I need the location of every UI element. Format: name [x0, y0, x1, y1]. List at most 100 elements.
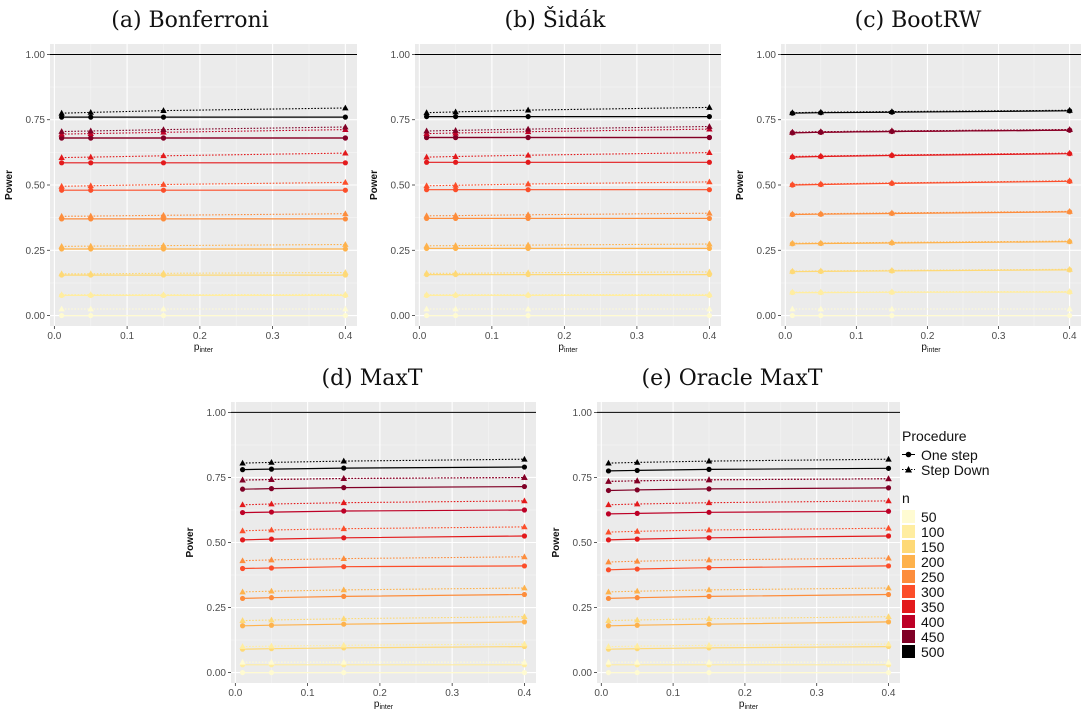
point-one-step-n150 [525, 271, 531, 278]
point-one-step-n350 [521, 533, 528, 539]
point-step-down-n300 [58, 182, 65, 189]
y-axis-label: Power [4, 170, 15, 200]
x-tick-label: 0.1 [485, 331, 499, 342]
point-one-step-n250 [605, 595, 612, 602]
point-one-step-n400 [88, 135, 94, 141]
point-step-down-n50 [239, 658, 246, 665]
x-tick-label: 0.1 [666, 688, 680, 699]
point-step-down-n250 [340, 555, 347, 562]
point-one-step-n100 [789, 289, 795, 296]
legend-item-n-450: 450 [902, 628, 989, 645]
point-one-step-n250 [885, 591, 892, 598]
series-line-step-down-n450 [61, 126, 346, 133]
color-swatch-icon [902, 630, 915, 643]
point-one-step-n250 [706, 593, 712, 599]
point-one-step-n400 [160, 135, 167, 141]
point-one-step-n300 [521, 563, 528, 569]
point-step-down-n200 [87, 242, 94, 249]
point-one-step-n350 [889, 152, 895, 159]
point-step-down-n350 [423, 153, 430, 160]
series-line-step-down-n100 [792, 290, 1070, 293]
point-one-step-n400 [239, 509, 246, 516]
legend-label-one-step: One step [921, 446, 978, 463]
x-axis-label: pinter [194, 342, 214, 354]
point-one-step-n250 [268, 595, 275, 601]
point-one-step-n400 [453, 134, 459, 141]
point-step-down-n400 [705, 476, 713, 483]
y-tick-label: 1.00 [207, 408, 227, 419]
point-step-down-n500 [58, 109, 65, 116]
series-line-one-step-n200 [608, 621, 889, 627]
point-step-down-n150 [706, 268, 713, 275]
point-one-step-n450 [634, 487, 640, 493]
panel-title-maxt: (d) MaxT [321, 366, 423, 391]
point-step-down-n450 [605, 477, 612, 484]
point-step-down-n150 [888, 266, 896, 273]
point-one-step-n350 [1067, 151, 1073, 157]
series-line-one-step-n300 [792, 180, 1070, 186]
point-one-step-n450 [706, 134, 712, 141]
legend-item-step-down: Step Down [902, 462, 989, 478]
point-step-down-n150 [885, 613, 892, 620]
point-step-down-n50 [521, 658, 528, 665]
point-one-step-n200 [268, 622, 275, 628]
point-one-step-n500 [818, 110, 824, 116]
x-tick-label: 0.0 [778, 331, 792, 342]
point-one-step-n250 [160, 216, 167, 222]
point-step-down-n200 [1066, 237, 1073, 244]
point-step-down-n200 [452, 242, 459, 248]
point-one-step-n500 [706, 466, 712, 472]
plot-background [781, 44, 1081, 326]
series-line-step-down-n200 [61, 243, 346, 247]
point-step-down-n100 [87, 291, 94, 298]
point-one-step-n100 [634, 662, 640, 668]
point-one-step-n200 [342, 246, 348, 252]
point-step-down-n250 [885, 554, 892, 561]
point-one-step-n50 [1067, 312, 1073, 319]
point-one-step-n450 [88, 135, 94, 141]
point-step-down-n350 [885, 497, 892, 504]
y-tick-label: 0.75 [26, 115, 46, 126]
x-tick-label: 0.0 [228, 688, 242, 699]
point-step-down-n400 [58, 130, 65, 137]
point-step-down-n400 [817, 128, 825, 135]
legend-label-n: 150 [921, 538, 945, 555]
point-one-step-n150 [706, 645, 712, 651]
point-one-step-n350 [885, 533, 892, 539]
point-one-step-n300 [1067, 178, 1073, 184]
point-one-step-n350 [706, 159, 712, 165]
point-one-step-n400 [818, 129, 824, 135]
point-step-down-n450 [888, 127, 896, 134]
point-step-down-n350 [58, 154, 65, 160]
series-line-step-down-n450 [608, 478, 889, 482]
y-axis-label: Power [551, 527, 562, 557]
point-one-step-n500 [521, 464, 528, 470]
y-tick-label: 0.75 [757, 115, 777, 126]
legend-label-n: 450 [921, 628, 945, 645]
series-line-step-down-n250 [61, 213, 346, 217]
point-one-step-n100 [706, 662, 712, 668]
point-step-down-n200 [58, 242, 65, 249]
series-line-one-step-n350 [608, 535, 889, 541]
x-axis-label: pinter [921, 342, 941, 354]
point-one-step-n300 [818, 181, 824, 188]
point-step-down-n350 [342, 149, 349, 156]
point-one-step-n300 [889, 180, 895, 187]
point-one-step-n250 [525, 215, 531, 222]
series-line-step-down-n300 [242, 526, 525, 532]
point-one-step-n450 [239, 486, 246, 492]
series-line-step-down-n400 [426, 128, 710, 135]
point-one-step-n200 [521, 619, 528, 625]
point-one-step-n500 [889, 109, 895, 115]
point-one-step-n150 [342, 272, 348, 278]
point-one-step-n50 [706, 312, 712, 319]
series-line-one-step-n500 [242, 466, 525, 471]
point-step-down-n450 [1066, 126, 1073, 133]
point-one-step-n50 [525, 312, 531, 319]
point-one-step-n450 [453, 134, 459, 141]
point-step-down-n50 [885, 658, 892, 665]
point-one-step-n250 [789, 211, 795, 218]
series-line-one-step-n300 [608, 565, 889, 571]
series-line-step-down-n250 [242, 556, 525, 562]
series-line-step-down-n150 [61, 271, 346, 275]
